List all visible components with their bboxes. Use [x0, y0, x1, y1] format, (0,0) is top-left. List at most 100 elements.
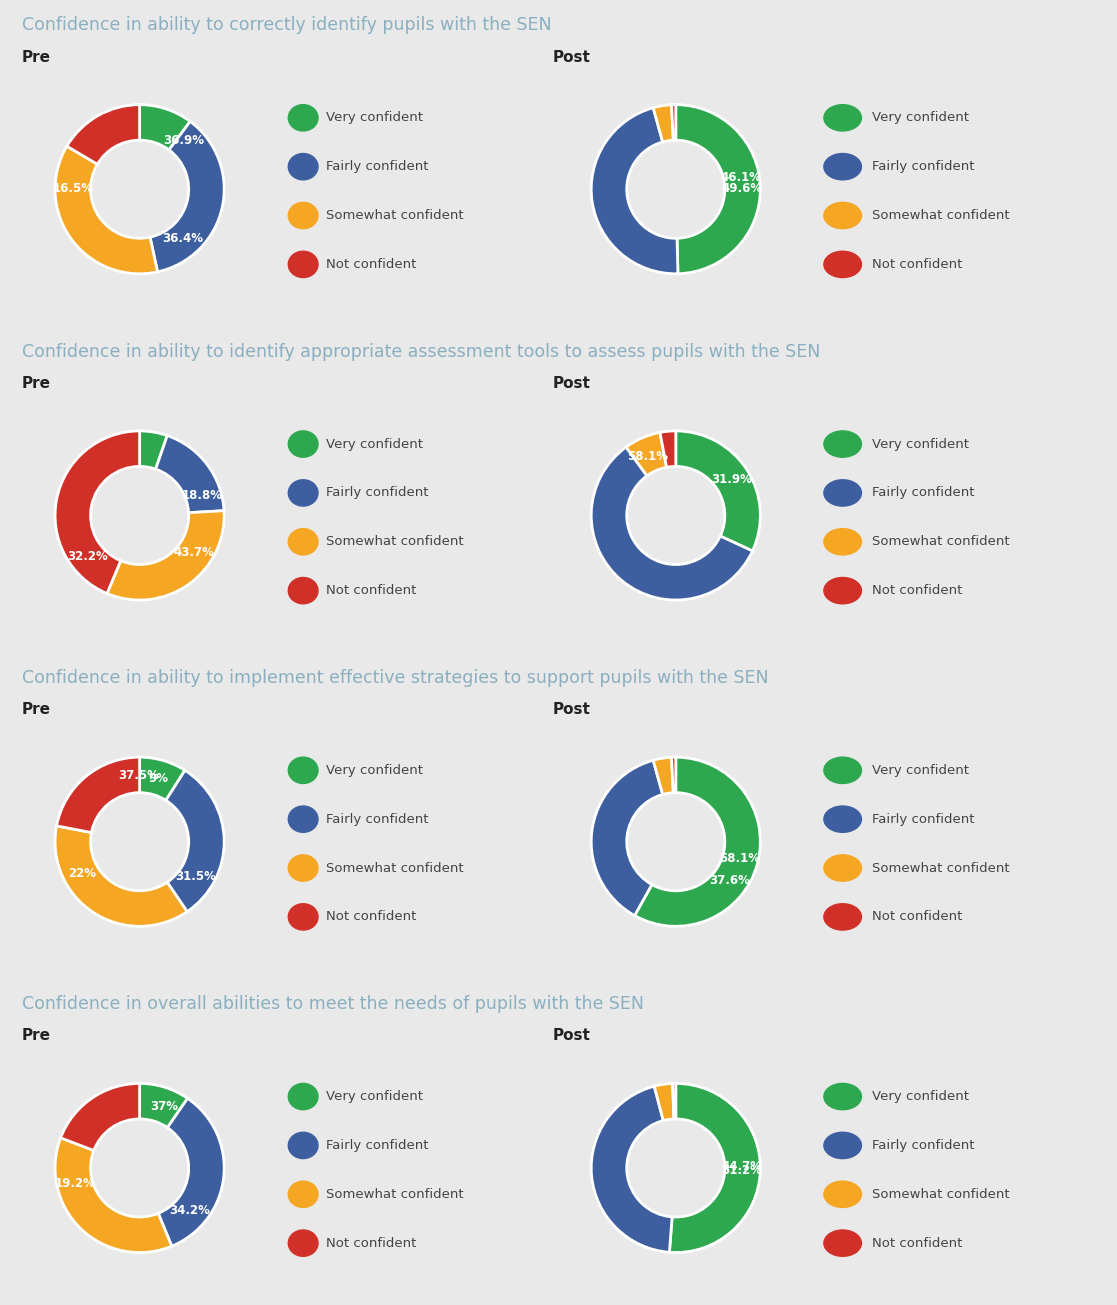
Circle shape — [824, 806, 861, 833]
Wedge shape — [140, 1083, 188, 1128]
Text: Somewhat confident: Somewhat confident — [326, 1188, 465, 1201]
Text: Very confident: Very confident — [872, 437, 970, 450]
Text: Fairly confident: Fairly confident — [326, 161, 429, 174]
Text: Fairly confident: Fairly confident — [872, 1139, 975, 1152]
Circle shape — [824, 904, 861, 930]
Wedge shape — [140, 431, 168, 468]
Circle shape — [288, 431, 318, 457]
Text: Pre: Pre — [22, 1028, 51, 1043]
Text: 43.7%: 43.7% — [174, 545, 214, 559]
Text: 31.5%: 31.5% — [175, 869, 217, 882]
Text: Confidence in ability to identify appropriate assessment tools to assess pupils : Confidence in ability to identify approp… — [22, 343, 820, 360]
Text: Confidence in overall abilities to meet the needs of pupils with the SEN: Confidence in overall abilities to meet … — [22, 996, 645, 1013]
Text: Very confident: Very confident — [326, 437, 423, 450]
Wedge shape — [55, 1138, 172, 1253]
Circle shape — [824, 578, 861, 604]
Text: Not confident: Not confident — [872, 1237, 963, 1250]
Wedge shape — [655, 1083, 674, 1121]
Circle shape — [824, 202, 861, 228]
Text: Not confident: Not confident — [326, 258, 417, 271]
Text: Somewhat confident: Somewhat confident — [872, 1188, 1010, 1201]
Circle shape — [824, 1181, 861, 1207]
Circle shape — [824, 154, 861, 180]
Circle shape — [824, 1231, 861, 1257]
Text: 36.9%: 36.9% — [163, 133, 204, 146]
Circle shape — [824, 252, 861, 278]
Circle shape — [288, 806, 318, 833]
Wedge shape — [591, 761, 662, 916]
Text: 37.6%: 37.6% — [708, 874, 750, 887]
Text: Not confident: Not confident — [872, 258, 963, 271]
Circle shape — [824, 431, 861, 457]
Wedge shape — [57, 757, 140, 833]
Circle shape — [824, 1133, 861, 1159]
Circle shape — [288, 578, 318, 604]
Text: Confidence in ability to correctly identify pupils with the SEN: Confidence in ability to correctly ident… — [22, 17, 552, 34]
Circle shape — [288, 104, 318, 130]
Wedge shape — [55, 431, 140, 594]
Wedge shape — [55, 826, 188, 927]
Circle shape — [288, 1231, 318, 1257]
Text: Fairly confident: Fairly confident — [326, 813, 429, 826]
Text: 58.1%: 58.1% — [627, 449, 668, 462]
Text: Pre: Pre — [22, 50, 51, 64]
Wedge shape — [67, 104, 140, 164]
Text: Somewhat confident: Somewhat confident — [326, 209, 465, 222]
Wedge shape — [669, 1083, 761, 1253]
Wedge shape — [591, 1086, 672, 1253]
Text: Somewhat confident: Somewhat confident — [326, 535, 465, 548]
Text: 9%: 9% — [149, 771, 168, 784]
Circle shape — [288, 904, 318, 930]
Text: Not confident: Not confident — [872, 585, 963, 598]
Text: Confidence in ability to implement effective strategies to support pupils with t: Confidence in ability to implement effec… — [22, 669, 768, 686]
Text: 18.8%: 18.8% — [182, 488, 223, 501]
Text: Somewhat confident: Somewhat confident — [872, 209, 1010, 222]
Wedge shape — [159, 1099, 225, 1246]
Wedge shape — [591, 448, 753, 600]
Text: Very confident: Very confident — [872, 1090, 970, 1103]
Circle shape — [288, 480, 318, 506]
Text: 19.2%: 19.2% — [55, 1177, 96, 1190]
Wedge shape — [60, 1083, 140, 1151]
Circle shape — [288, 154, 318, 180]
Wedge shape — [676, 431, 761, 551]
Circle shape — [288, 252, 318, 278]
Text: Fairly confident: Fairly confident — [326, 1139, 429, 1152]
Circle shape — [288, 1133, 318, 1159]
Circle shape — [824, 480, 861, 506]
Circle shape — [288, 855, 318, 881]
Wedge shape — [676, 104, 761, 274]
Wedge shape — [140, 757, 185, 800]
Text: Fairly confident: Fairly confident — [872, 487, 975, 500]
Text: Not confident: Not confident — [326, 1237, 417, 1250]
Text: 58.1%: 58.1% — [719, 852, 761, 865]
Wedge shape — [591, 108, 678, 274]
Text: 37.5%: 37.5% — [118, 769, 159, 782]
Wedge shape — [150, 121, 225, 271]
Wedge shape — [660, 431, 676, 467]
Text: Post: Post — [553, 1028, 591, 1043]
Text: Not confident: Not confident — [326, 911, 417, 924]
Wedge shape — [634, 757, 761, 927]
Circle shape — [288, 529, 318, 555]
Text: Very confident: Very confident — [872, 111, 970, 124]
Text: 51.2%: 51.2% — [722, 1164, 762, 1177]
Text: Somewhat confident: Somewhat confident — [872, 535, 1010, 548]
Circle shape — [824, 757, 861, 783]
Wedge shape — [671, 757, 676, 792]
Wedge shape — [55, 146, 157, 274]
Text: Not confident: Not confident — [872, 911, 963, 924]
Circle shape — [288, 202, 318, 228]
Text: Very confident: Very confident — [326, 1090, 423, 1103]
Text: Post: Post — [553, 376, 591, 390]
Circle shape — [288, 1181, 318, 1207]
Text: 37%: 37% — [151, 1100, 179, 1113]
Text: 16.5%: 16.5% — [54, 181, 94, 194]
Text: Post: Post — [553, 50, 591, 64]
Wedge shape — [155, 436, 225, 513]
Text: Somewhat confident: Somewhat confident — [872, 861, 1010, 874]
Wedge shape — [627, 432, 667, 476]
Circle shape — [824, 855, 861, 881]
Wedge shape — [107, 510, 225, 600]
Wedge shape — [672, 1083, 676, 1118]
